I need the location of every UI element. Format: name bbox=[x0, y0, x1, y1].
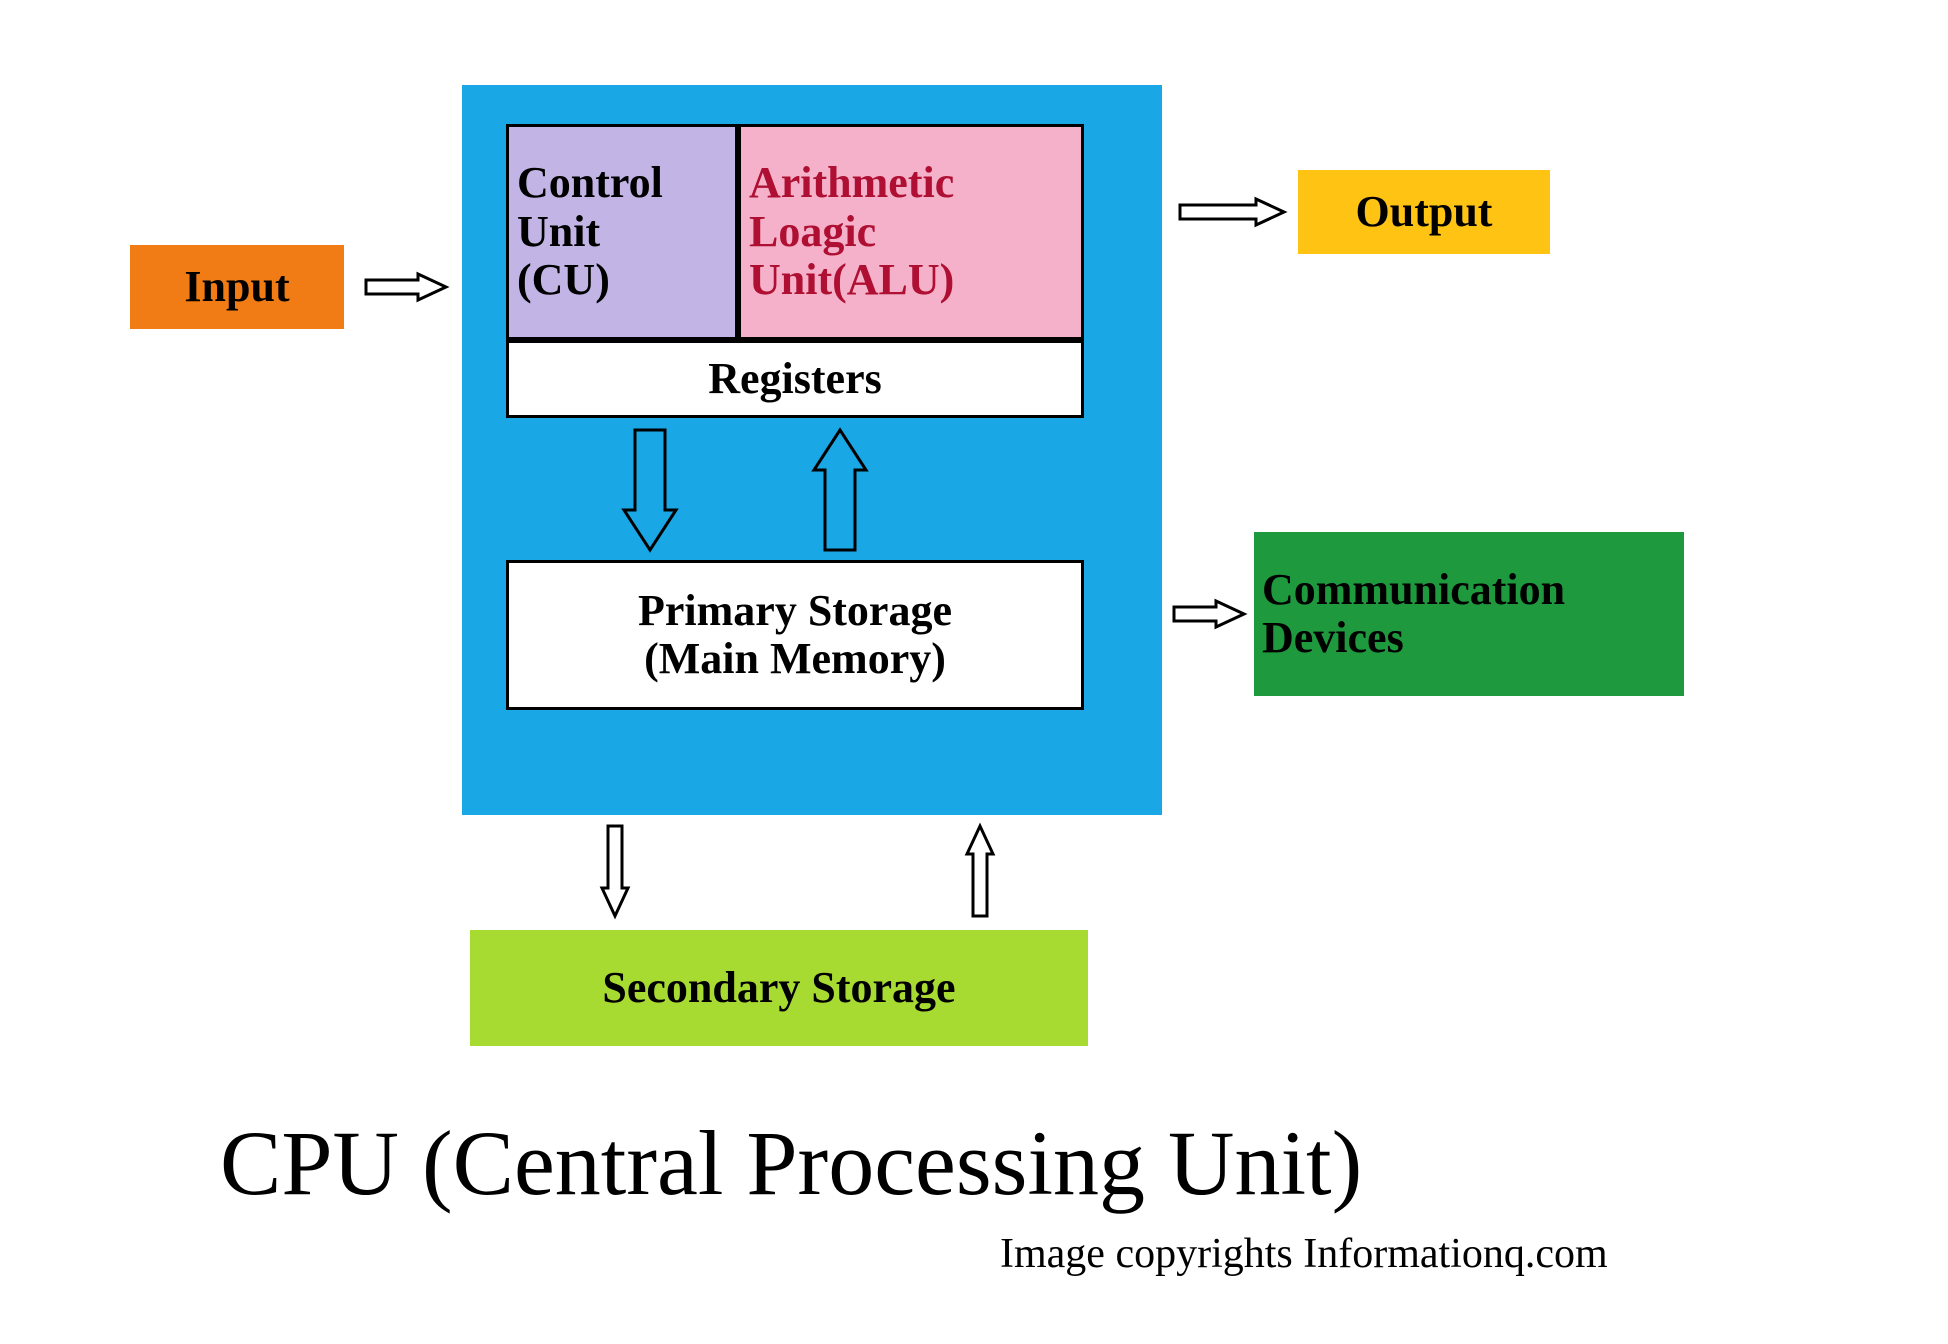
image-credit: Image copyrights Informationq.com bbox=[1000, 1230, 1608, 1278]
diagram-title: CPU (Central Processing Unit) bbox=[220, 1110, 1362, 1216]
